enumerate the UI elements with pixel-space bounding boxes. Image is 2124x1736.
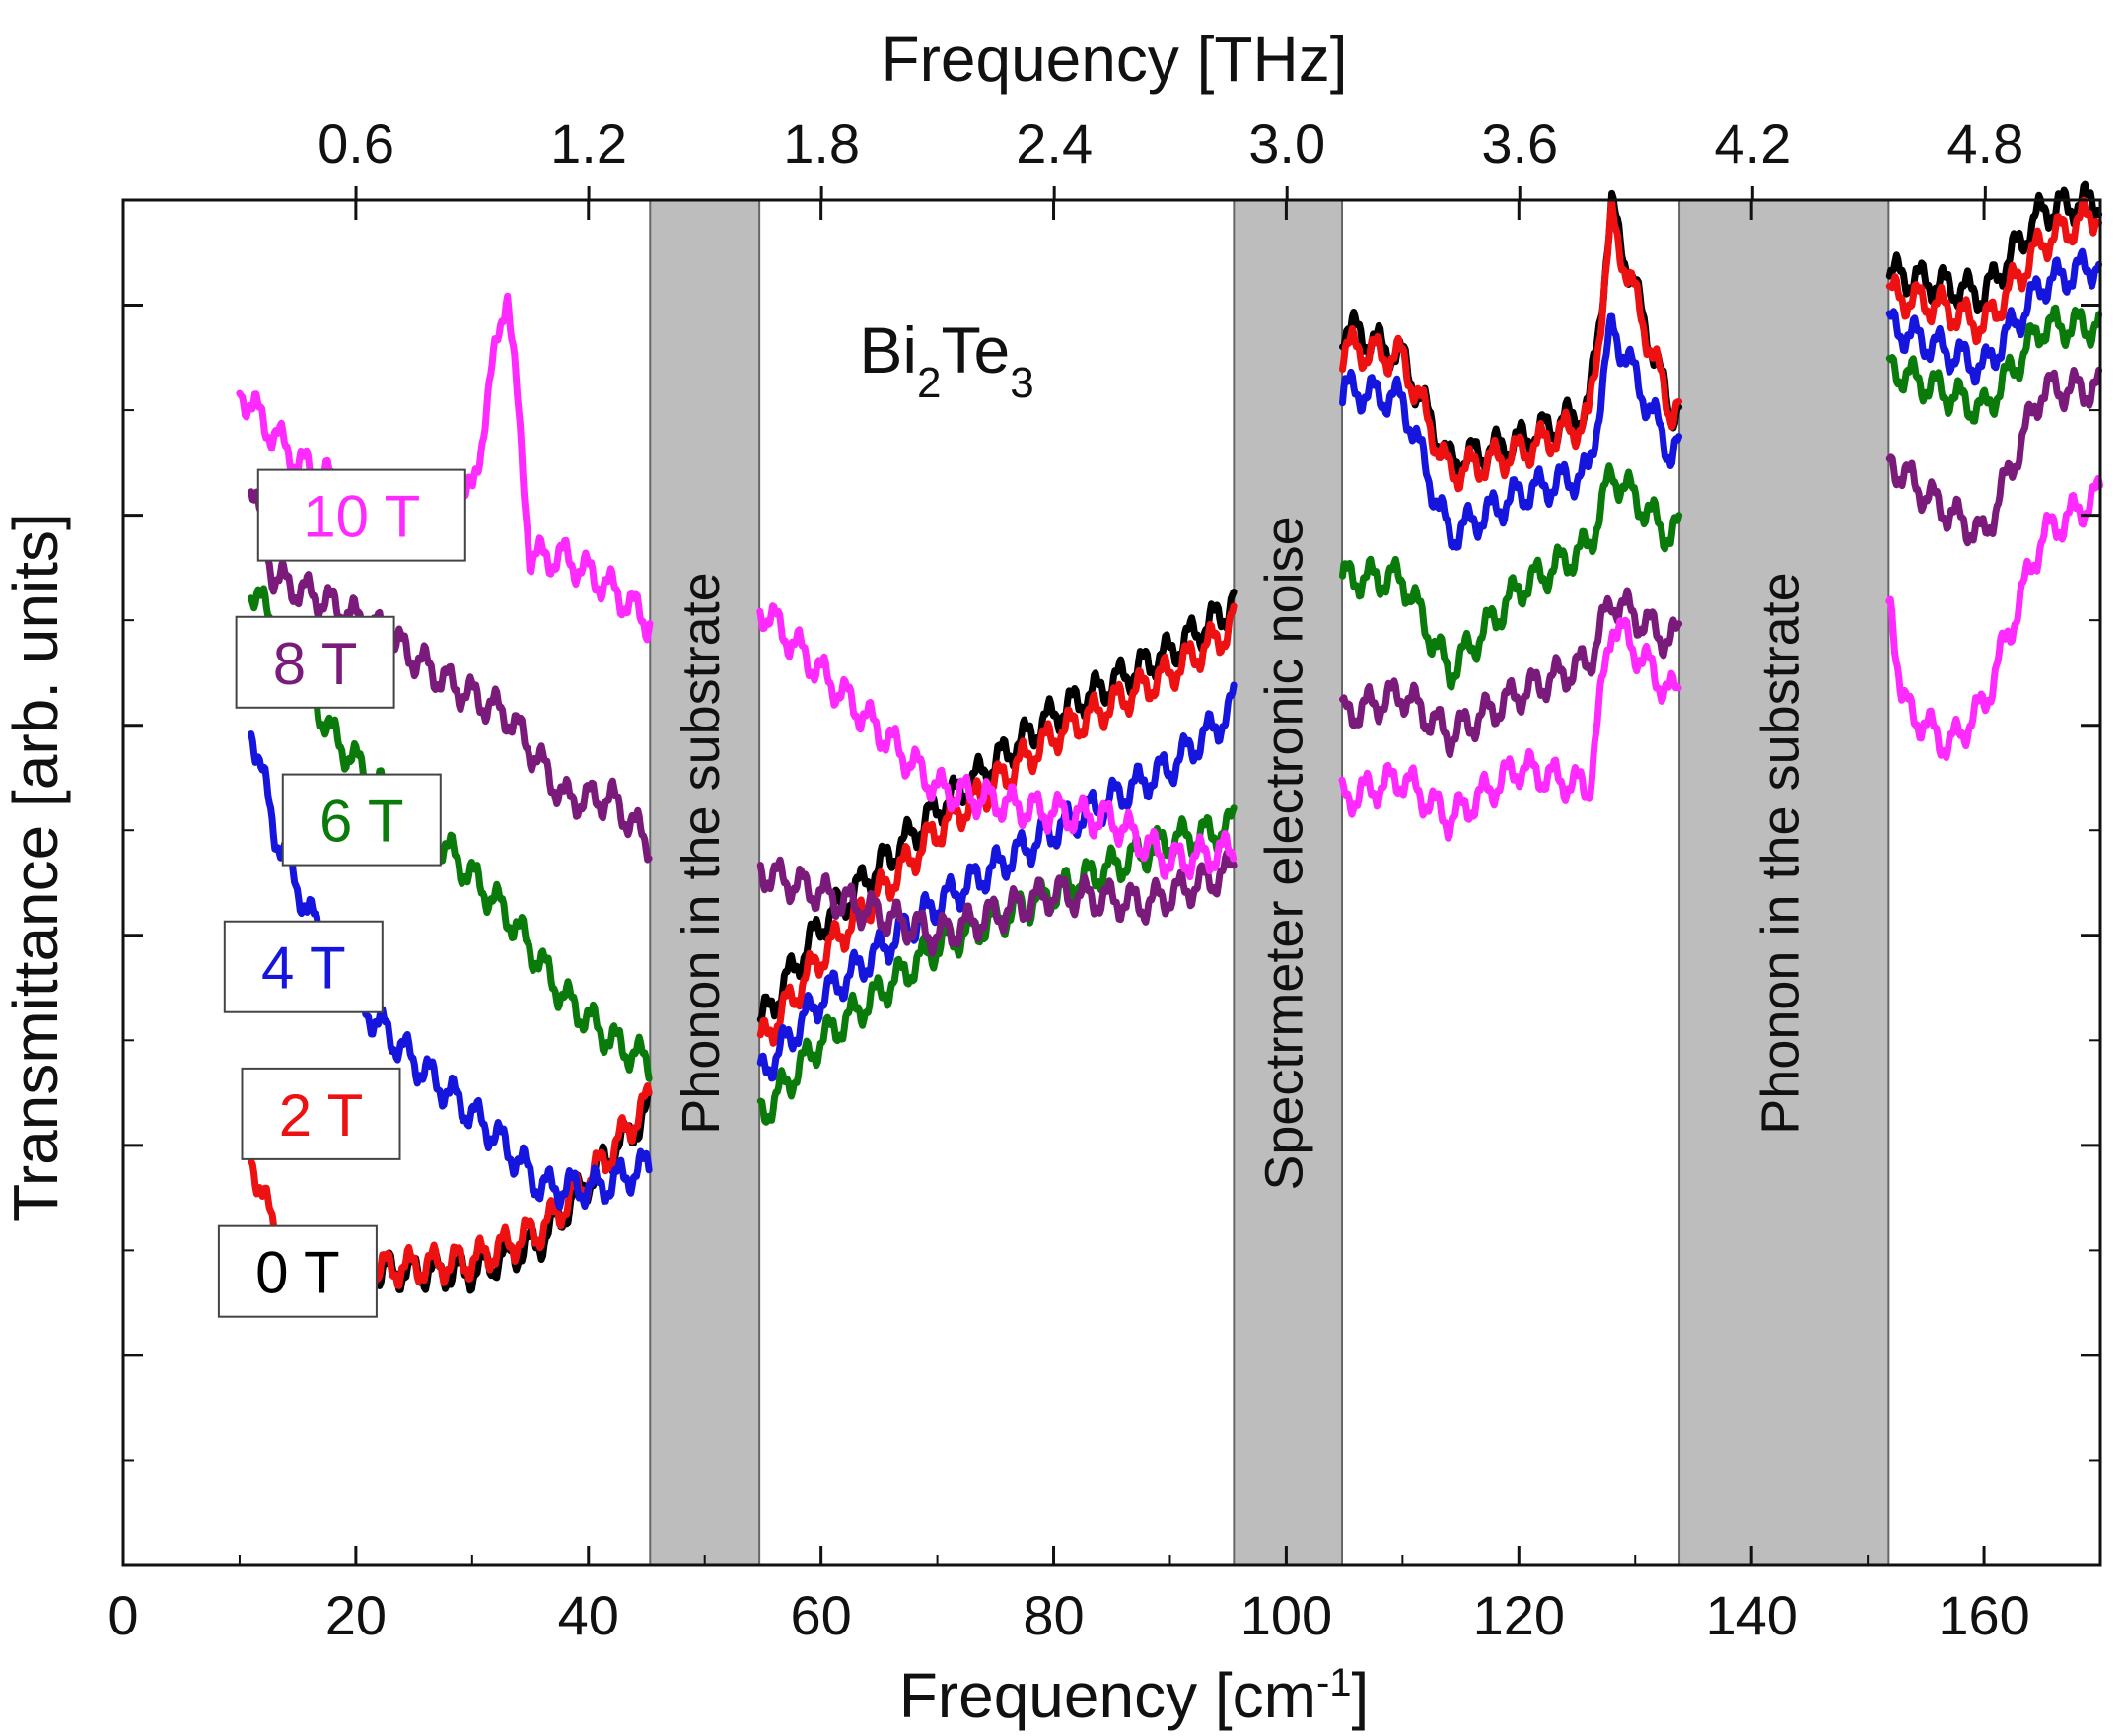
series-line-4t bbox=[248, 247, 2103, 1211]
x-tick-label-20: 20 bbox=[325, 1584, 387, 1646]
band-label-3: Phonon in the substrate bbox=[1750, 572, 1809, 1134]
compound-annotation: Bi2Te3 bbox=[859, 313, 1033, 407]
top-tick-label-3: 2.4 bbox=[1016, 112, 1093, 174]
bands-layer: Phonon in the substrate Spectrmeter elect… bbox=[649, 199, 1890, 1566]
series-label-box-6t bbox=[281, 773, 442, 867]
band-label-1: Phonon in the substrate bbox=[672, 572, 731, 1134]
top-axis-title: Frequency [THz] bbox=[881, 24, 1347, 95]
series-label-10t: 10 T bbox=[303, 484, 420, 550]
ticks-layer: 0 20 40 60 80 100 120 140 160 0.6 1.2 1.8 2.4 3.0 3.6 4… bbox=[107, 112, 2100, 1646]
top-tick-label-2: 1.8 bbox=[783, 112, 860, 174]
excluded-band-1 bbox=[649, 199, 761, 1566]
x-axis-title: Frequency [cm-1] bbox=[899, 1660, 1370, 1731]
x-tick-label-100: 100 bbox=[1240, 1584, 1332, 1646]
band-label-2: Spectrmeter electronic noise bbox=[1254, 516, 1313, 1190]
series-line-0t bbox=[248, 180, 2103, 1294]
x-tick-label-120: 120 bbox=[1473, 1584, 1565, 1646]
series-label-2t: 2 T bbox=[279, 1082, 364, 1148]
series-labels-layer: 0 T 2 T 4 T 6 T 8 T 10 T bbox=[217, 468, 466, 1318]
x-axis-title-text: Frequency [cm bbox=[899, 1660, 1316, 1731]
series-label-box-2t bbox=[241, 1067, 401, 1160]
compound-base: Bi bbox=[859, 313, 917, 386]
series-label-box-8t bbox=[235, 615, 395, 709]
compound-mid: Te bbox=[941, 313, 1010, 386]
series-label-box-0t bbox=[217, 1224, 378, 1318]
plot-frame bbox=[121, 198, 2102, 1567]
compound-sub-2: 3 bbox=[1010, 359, 1033, 407]
series-label-4t: 4 T bbox=[261, 936, 346, 1002]
series-label-0t: 0 T bbox=[255, 1240, 340, 1306]
x-axis-title-sup: -1 bbox=[1316, 1661, 1352, 1704]
x-tick-label-140: 140 bbox=[1705, 1584, 1797, 1646]
top-tick-label-6: 4.2 bbox=[1714, 112, 1791, 174]
x-tick-label-40: 40 bbox=[558, 1584, 619, 1646]
top-tick-label-0: 0.6 bbox=[318, 112, 394, 174]
y-axis-title: Transmittance [arb. units] bbox=[0, 513, 71, 1222]
top-tick-label-1: 1.2 bbox=[550, 112, 627, 174]
series-label-box-10t bbox=[256, 468, 466, 562]
series-line-2t bbox=[248, 196, 2103, 1294]
compound-sub-1: 2 bbox=[917, 359, 941, 407]
top-tick-label-7: 4.8 bbox=[1947, 112, 2023, 174]
x-tick-label-80: 80 bbox=[1023, 1584, 1084, 1646]
x-tick-label-60: 60 bbox=[790, 1584, 851, 1646]
x-axis-title-close: ] bbox=[1352, 1660, 1370, 1731]
series-label-6t: 6 T bbox=[319, 789, 404, 855]
series-label-box-4t bbox=[223, 920, 384, 1013]
top-tick-label-5: 3.6 bbox=[1481, 112, 1558, 174]
top-tick-label-4: 3.0 bbox=[1248, 112, 1325, 174]
x-tick-label-160: 160 bbox=[1938, 1584, 2029, 1646]
series-label-8t: 8 T bbox=[273, 631, 358, 697]
x-tick-label-0: 0 bbox=[107, 1584, 138, 1646]
series-line-8t bbox=[248, 366, 2103, 957]
excluded-band-2 bbox=[1233, 199, 1344, 1566]
